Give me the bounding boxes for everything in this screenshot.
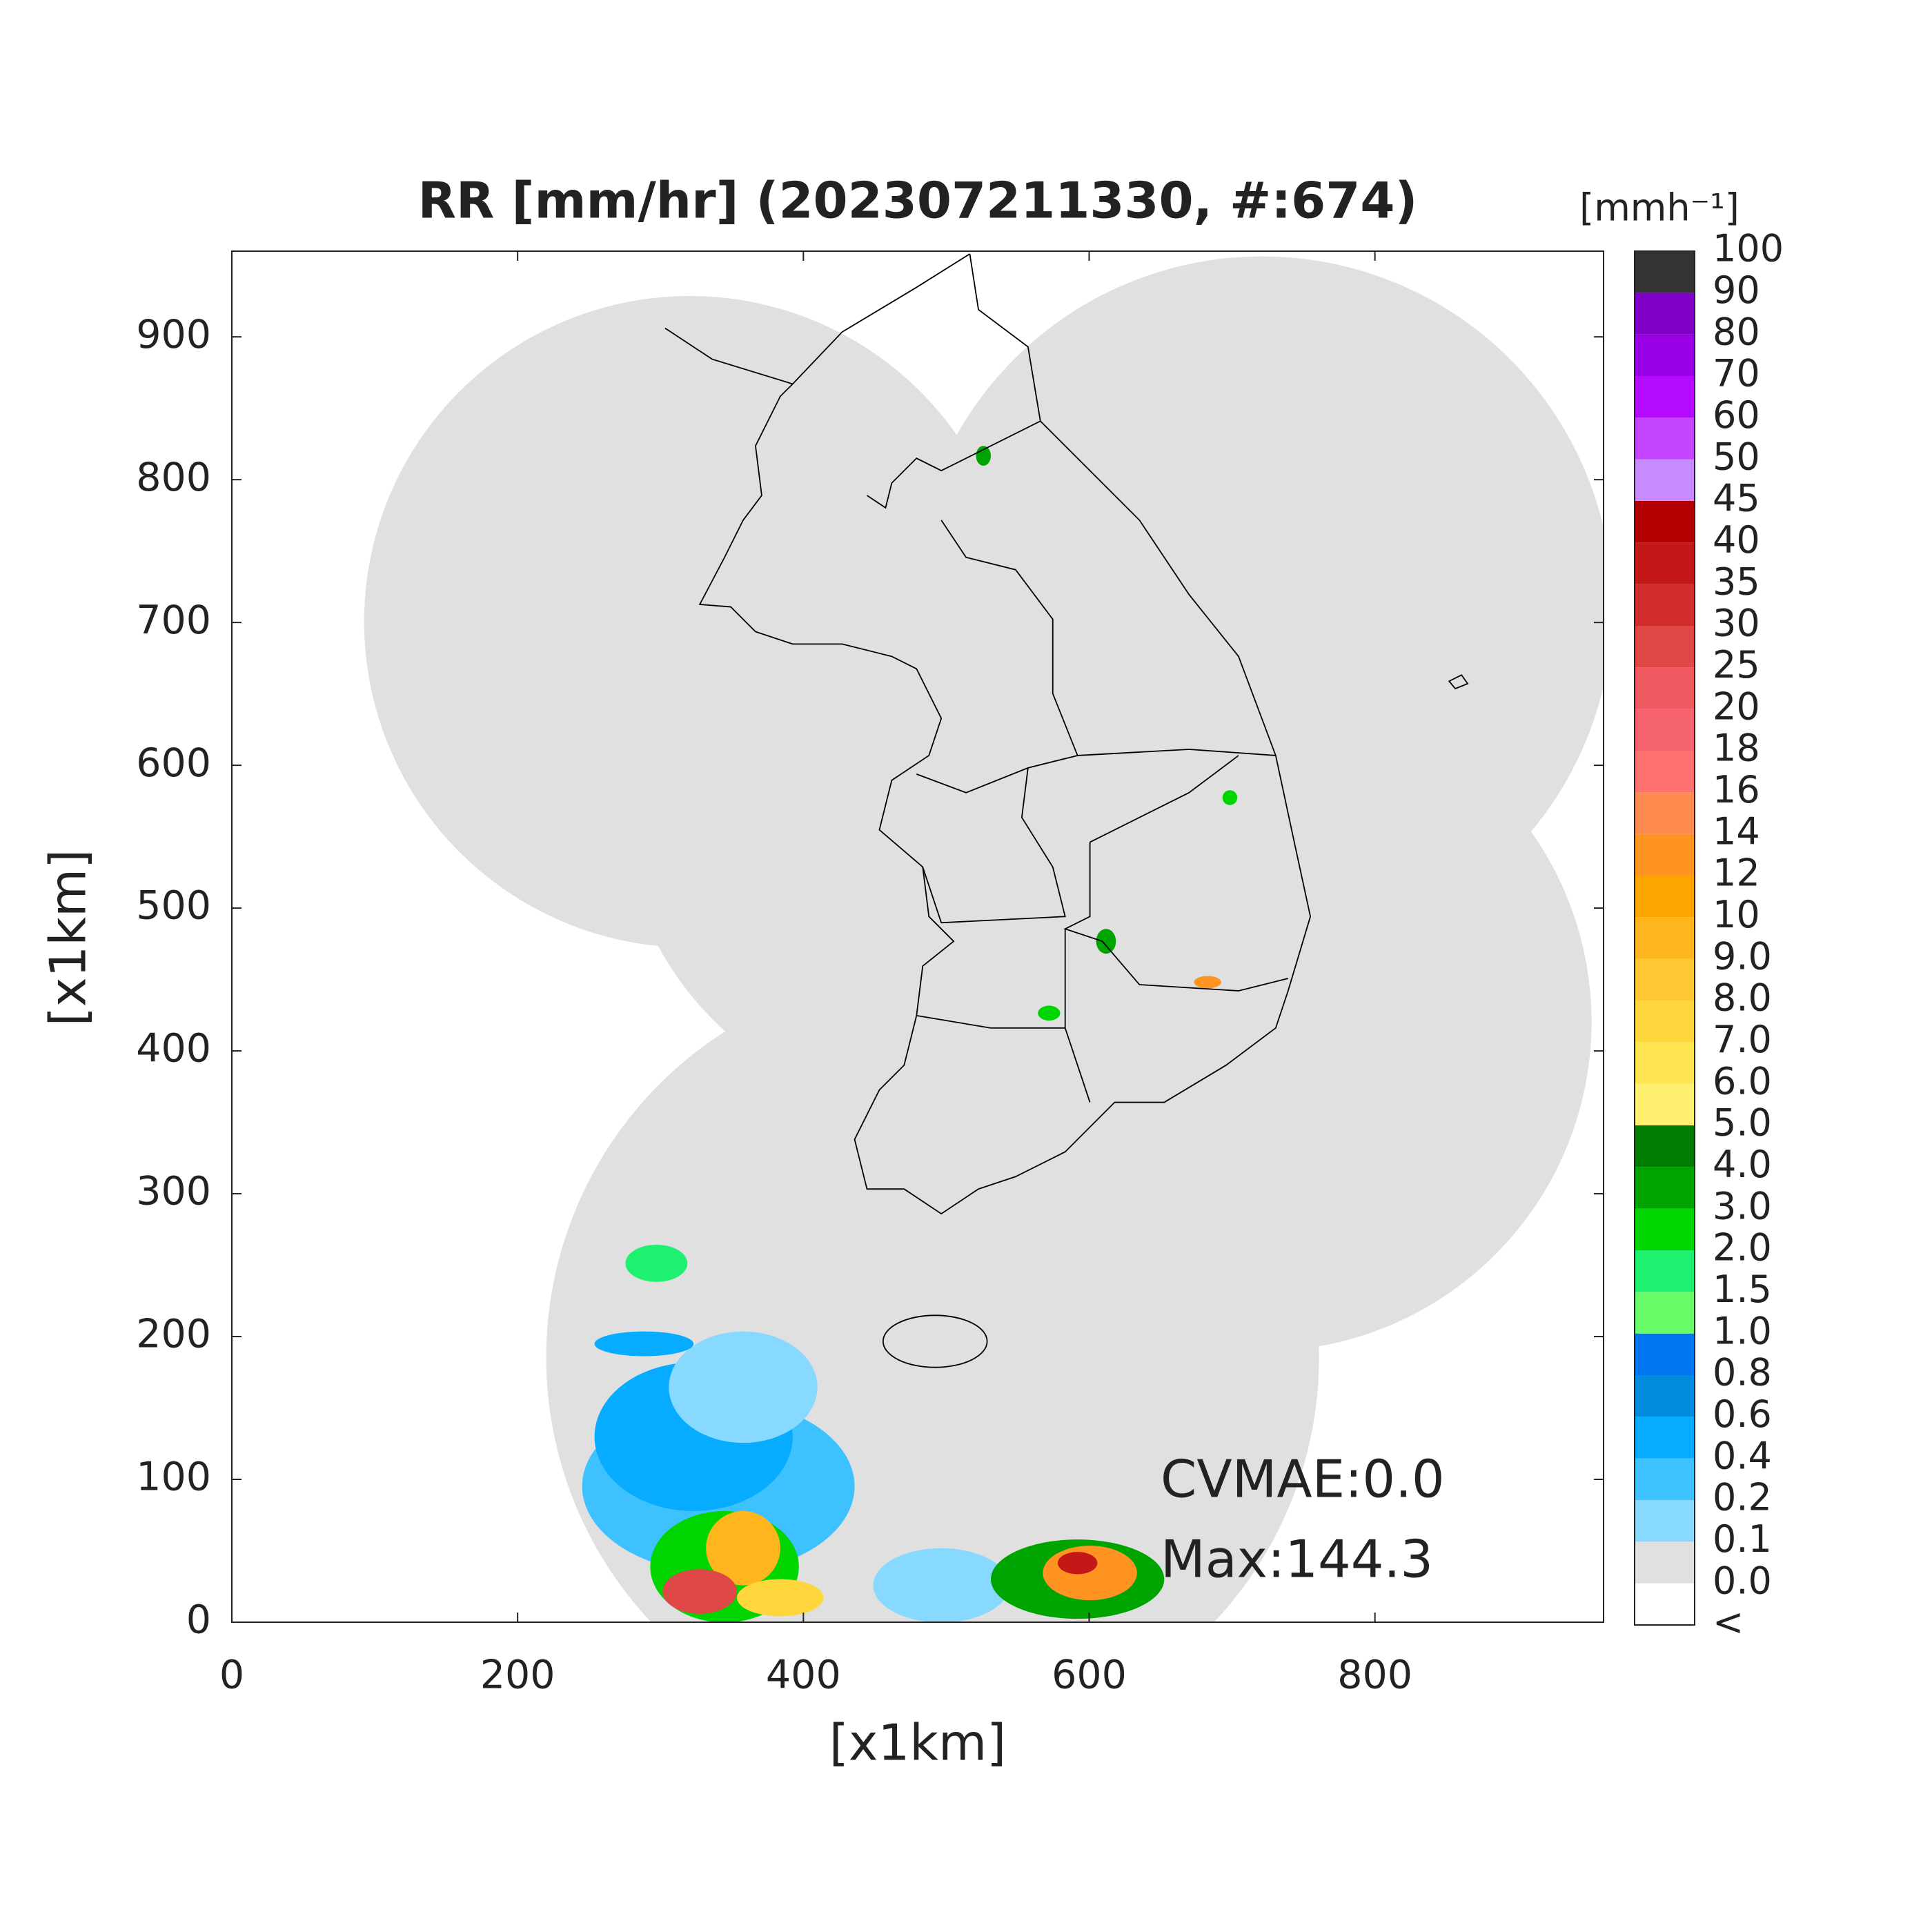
colorbar-label: 0.6 [1713, 1392, 1772, 1436]
map-content [364, 253, 1604, 1623]
colorbar-label: 70 [1713, 352, 1760, 395]
colorbar-label: 5.0 [1713, 1101, 1772, 1145]
colorbar-label: 3.0 [1713, 1184, 1772, 1228]
colorbar-swatch [1635, 417, 1695, 460]
colorbar-label: 16 [1713, 768, 1760, 811]
colorbar-swatch [1635, 626, 1695, 668]
map [364, 253, 1604, 1623]
colorbar-frame [1634, 250, 1695, 1626]
colorbar-label: 0.1 [1713, 1517, 1772, 1561]
colorbar-swatch [1635, 1583, 1695, 1625]
annotation: CVMAE:0.0 [1161, 1449, 1445, 1510]
colorbar-label: 30 [1713, 602, 1760, 645]
colorbar-label: 12 [1713, 851, 1760, 895]
colorbar-swatch [1635, 542, 1695, 584]
y-tick-label: 300 [136, 1169, 211, 1214]
colorbar-swatch [1635, 1333, 1695, 1375]
colorbar-swatch [1635, 709, 1695, 751]
colorbar-label: 90 [1713, 268, 1760, 312]
colorbar-label: 60 [1713, 393, 1760, 437]
colorbar-label: 4.0 [1713, 1143, 1772, 1186]
colorbar-label: 0.4 [1713, 1434, 1772, 1477]
x-axis-label: [x1km] [829, 1714, 1006, 1772]
precipitation [582, 446, 1238, 1623]
colorbar-swatch [1635, 834, 1695, 876]
chart-title: RR [mm/hr] (202307211330, #:674) [418, 172, 1418, 230]
coastline [664, 253, 1469, 1368]
colorbar-swatch [1635, 1167, 1695, 1209]
colorbar-label: 1.5 [1713, 1268, 1772, 1311]
colorbar-swatch [1635, 1042, 1695, 1084]
annotation: Max:144.3 [1161, 1529, 1433, 1590]
colorbar-swatch [1635, 584, 1695, 626]
colorbar-swatch [1635, 751, 1695, 793]
y-tick-label: 900 [136, 312, 211, 357]
colorbar-label: 80 [1713, 310, 1760, 353]
colorbar-swatch [1635, 1208, 1695, 1250]
x-tick-label: 200 [480, 1653, 555, 1698]
colorbar-label: 1.0 [1713, 1309, 1772, 1352]
colorbar-label: 45 [1713, 477, 1760, 520]
colorbar-label: < [1713, 1601, 1744, 1644]
y-tick-label: 700 [136, 598, 211, 643]
colorbar-swatch [1635, 251, 1695, 293]
colorbar-swatch [1635, 501, 1695, 543]
colorbar-swatch [1635, 667, 1695, 709]
colorbar-label: 25 [1713, 643, 1760, 687]
colorbar-label: 9.0 [1713, 934, 1772, 978]
colorbar-swatch [1635, 1541, 1695, 1584]
colorbar-swatch [1635, 1417, 1695, 1459]
colorbar-label: 50 [1713, 435, 1760, 478]
colorbar-label: 6.0 [1713, 1059, 1772, 1103]
colorbar-label: 2.0 [1713, 1226, 1772, 1270]
colorbar-label: 0.8 [1713, 1351, 1772, 1394]
colorbar-label: 14 [1713, 809, 1760, 853]
colorbar-swatch [1635, 334, 1695, 376]
y-tick-label: 400 [136, 1026, 211, 1072]
colorbar-swatch [1635, 293, 1695, 335]
colorbar-swatch [1635, 1083, 1695, 1125]
colorbar-swatch [1635, 1125, 1695, 1167]
x-tick-label: 400 [766, 1653, 841, 1698]
y-tick-label: 100 [136, 1455, 211, 1500]
y-tick-label: 500 [136, 883, 211, 929]
colorbar-label: 18 [1713, 727, 1760, 770]
x-tick-label: 800 [1337, 1653, 1412, 1698]
y-axis-label: [x1km] [39, 849, 97, 1026]
radar-coverage [364, 256, 1604, 1623]
colorbar-swatch [1635, 876, 1695, 918]
colorbar-label: 8.0 [1713, 976, 1772, 1020]
colorbar-swatch [1635, 1292, 1695, 1334]
colorbar-swatch [1635, 958, 1695, 1000]
y-tick-label: 0 [186, 1597, 211, 1643]
colorbar-label: 40 [1713, 518, 1760, 562]
colorbar-swatch [1635, 917, 1695, 959]
colorbar-label: 35 [1713, 560, 1760, 603]
colorbar-label: 100 [1713, 227, 1784, 270]
colorbar-label: 20 [1713, 684, 1760, 728]
colorbar-swatch [1635, 1000, 1695, 1043]
colorbar-label: 7.0 [1713, 1018, 1772, 1061]
colorbar-unit: [mmh⁻¹] [1579, 186, 1739, 230]
x-tick-label: 0 [219, 1653, 244, 1698]
x-tick-label: 600 [1052, 1653, 1127, 1698]
colorbar-label: 10 [1713, 893, 1760, 936]
colorbar-swatch [1635, 1250, 1695, 1292]
colorbar-swatch [1635, 1458, 1695, 1500]
colorbar-label: 0.0 [1713, 1559, 1772, 1602]
colorbar-swatch [1635, 792, 1695, 834]
y-tick-label: 800 [136, 455, 211, 500]
y-tick-label: 200 [136, 1312, 211, 1357]
colorbar-swatch [1635, 1500, 1695, 1542]
colorbar-swatch [1635, 459, 1695, 501]
plot-frame [231, 250, 1604, 1623]
colorbar-swatch [1635, 376, 1695, 418]
colorbar-swatch [1635, 1375, 1695, 1417]
y-tick-label: 600 [136, 740, 211, 786]
colorbar-label: 0.2 [1713, 1476, 1772, 1519]
